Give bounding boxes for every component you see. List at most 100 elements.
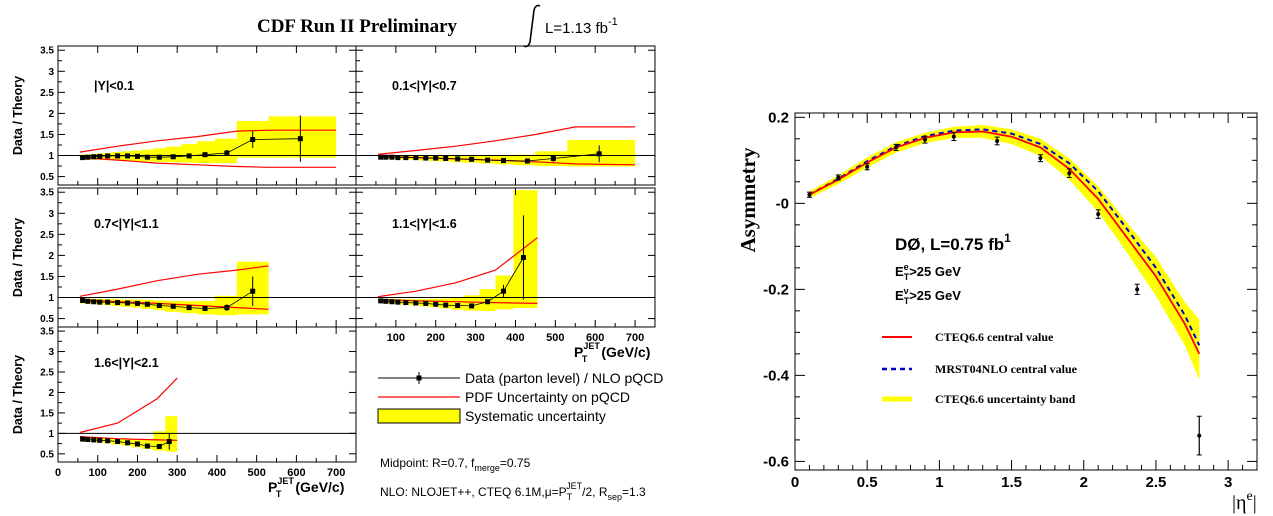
data-point: [156, 303, 162, 309]
data-point: [423, 300, 429, 306]
asym-y-tick-label: -0.6: [763, 453, 789, 470]
data-point: [156, 154, 162, 160]
data-point: [596, 151, 602, 157]
data-point: [186, 153, 192, 159]
y-tick-label: 2.5: [40, 88, 54, 99]
asym-data-point: [807, 192, 812, 197]
y-tick-label: 3: [48, 67, 54, 78]
data-point: [378, 154, 384, 160]
panel-label: 0.1<|Y|<0.7: [392, 79, 457, 93]
data-point: [80, 155, 86, 161]
asym-data-point: [1067, 171, 1072, 176]
data-point: [144, 154, 150, 160]
data-point: [85, 298, 91, 304]
legend-cteq-label: CTEQ6.6 central value: [935, 330, 1054, 344]
data-connect-line: [82, 138, 301, 158]
data-point: [105, 299, 111, 305]
data-point: [202, 152, 208, 158]
asym-x-tick-label: 0.5: [857, 474, 878, 491]
y-tick-label: 1: [48, 293, 54, 304]
data-point: [383, 154, 389, 160]
data-point: [170, 154, 176, 160]
data-point: [91, 154, 97, 160]
pdf-upper-line: [377, 126, 636, 155]
cdf-panels: 0.5 1 1.5 2 2.5 3 3.5 |Y|<0.1 Data / Theory 0.1<|…: [11, 45, 656, 499]
data-point: [97, 299, 103, 305]
data-point: [413, 300, 419, 306]
legend-mrst-label: MRST04NLO central value: [935, 362, 1078, 376]
y-tick-label: 1.5: [40, 130, 54, 141]
y-tick-label: 2: [48, 251, 54, 262]
mrst-central-line: [808, 128, 1201, 346]
y-tick-label: 2.5: [40, 230, 54, 241]
y-tick-label: 3: [48, 209, 54, 220]
nlo-note: NLO: NLOJET++, CTEQ 6.1M,μ=PTJET/2, Rsep…: [380, 481, 646, 502]
data-point: [297, 136, 303, 142]
y-axis-label: Data / Theory: [11, 76, 25, 155]
y-tick-label: 2: [48, 109, 54, 120]
data-point: [383, 298, 389, 304]
cdf-legend: Data (parton level) / NLO pQCD PDF Uncer…: [377, 370, 663, 424]
sys-box: [165, 416, 178, 452]
asym-legend: CTEQ6.6 central value MRST04NLO central …: [882, 330, 1078, 406]
x-tick-label: 500: [546, 332, 564, 344]
data-point: [97, 437, 103, 443]
data-point: [455, 156, 461, 162]
x-tick-label: 100: [387, 332, 405, 344]
x-tick-label: 600: [287, 467, 305, 479]
data-connect-line: [380, 153, 600, 162]
data-point: [443, 302, 449, 308]
cdf-panel-3: 0.5 1 1.5 2 2.5 3 3.5 0.7<|Y|<1.1 Data / Theory: [11, 187, 357, 328]
panel-label: 1.1<|Y|<1.6: [392, 217, 457, 231]
data-point: [134, 300, 140, 306]
data-point: [433, 301, 439, 307]
cut-neutrino: Eν T>25 GeV: [895, 286, 961, 306]
y-tick-label: 2: [48, 388, 54, 399]
sys-box: [197, 141, 215, 164]
data-point: [144, 301, 150, 307]
data-point: [166, 439, 172, 445]
cteq-central-line: [808, 130, 1201, 355]
y-tick-label: 1.5: [40, 272, 54, 283]
asym-data-point: [1096, 212, 1101, 217]
y-tick-label: 3.5: [40, 327, 54, 338]
panel-label: |Y|<0.1: [94, 79, 134, 93]
y-tick-label: 0.5: [40, 172, 54, 183]
data-point: [403, 300, 409, 306]
asym-x-tick-label: 1: [935, 474, 943, 491]
asym-y-tick-label: -0.2: [763, 281, 789, 298]
pdf-upper-line: [79, 377, 178, 434]
asym-data-point: [995, 138, 1000, 143]
x-tick-label: 100: [89, 467, 107, 479]
cdf-panel-5: 0.5 1 1.5 2 2.5 3 3.5 1.6<|Y|<2.1 Data / Theory 0…: [11, 326, 357, 499]
sys-box: [153, 431, 166, 451]
asym-y-tick-label: 0.2: [768, 109, 789, 126]
asym-data-point: [836, 175, 841, 180]
cut-electron: Ee T>25 GeV: [895, 262, 961, 282]
x-tick-label: 0: [55, 467, 61, 479]
sys-box: [513, 154, 536, 166]
data-point: [423, 155, 429, 161]
data-point: [389, 154, 395, 160]
y-tick-label: 2.5: [40, 368, 54, 379]
legend-pdf-label: PDF Uncertainty on pQCD: [465, 389, 630, 405]
asym-data-point: [1197, 433, 1202, 438]
x-tick-label: 300: [168, 467, 186, 479]
data-point: [202, 305, 208, 311]
y-axis-label: Data / Theory: [11, 218, 25, 297]
data-point: [170, 303, 176, 309]
data-point: [134, 441, 140, 447]
data-point: [524, 158, 530, 164]
y-tick-label: 3.5: [40, 46, 54, 57]
panel-frame: [355, 45, 656, 186]
data-point: [520, 255, 526, 260]
y-tick-label: 1.5: [40, 408, 54, 419]
data-point: [105, 438, 111, 444]
data-point: [395, 299, 401, 305]
x-tick-label: 500: [247, 467, 265, 479]
y-tick-label: 1: [48, 151, 54, 162]
panel-frame: [57, 45, 357, 186]
pdf-upper-line: [377, 237, 538, 298]
cdf-title: CDF Run II Preliminary: [257, 16, 458, 37]
data-point: [395, 155, 401, 161]
